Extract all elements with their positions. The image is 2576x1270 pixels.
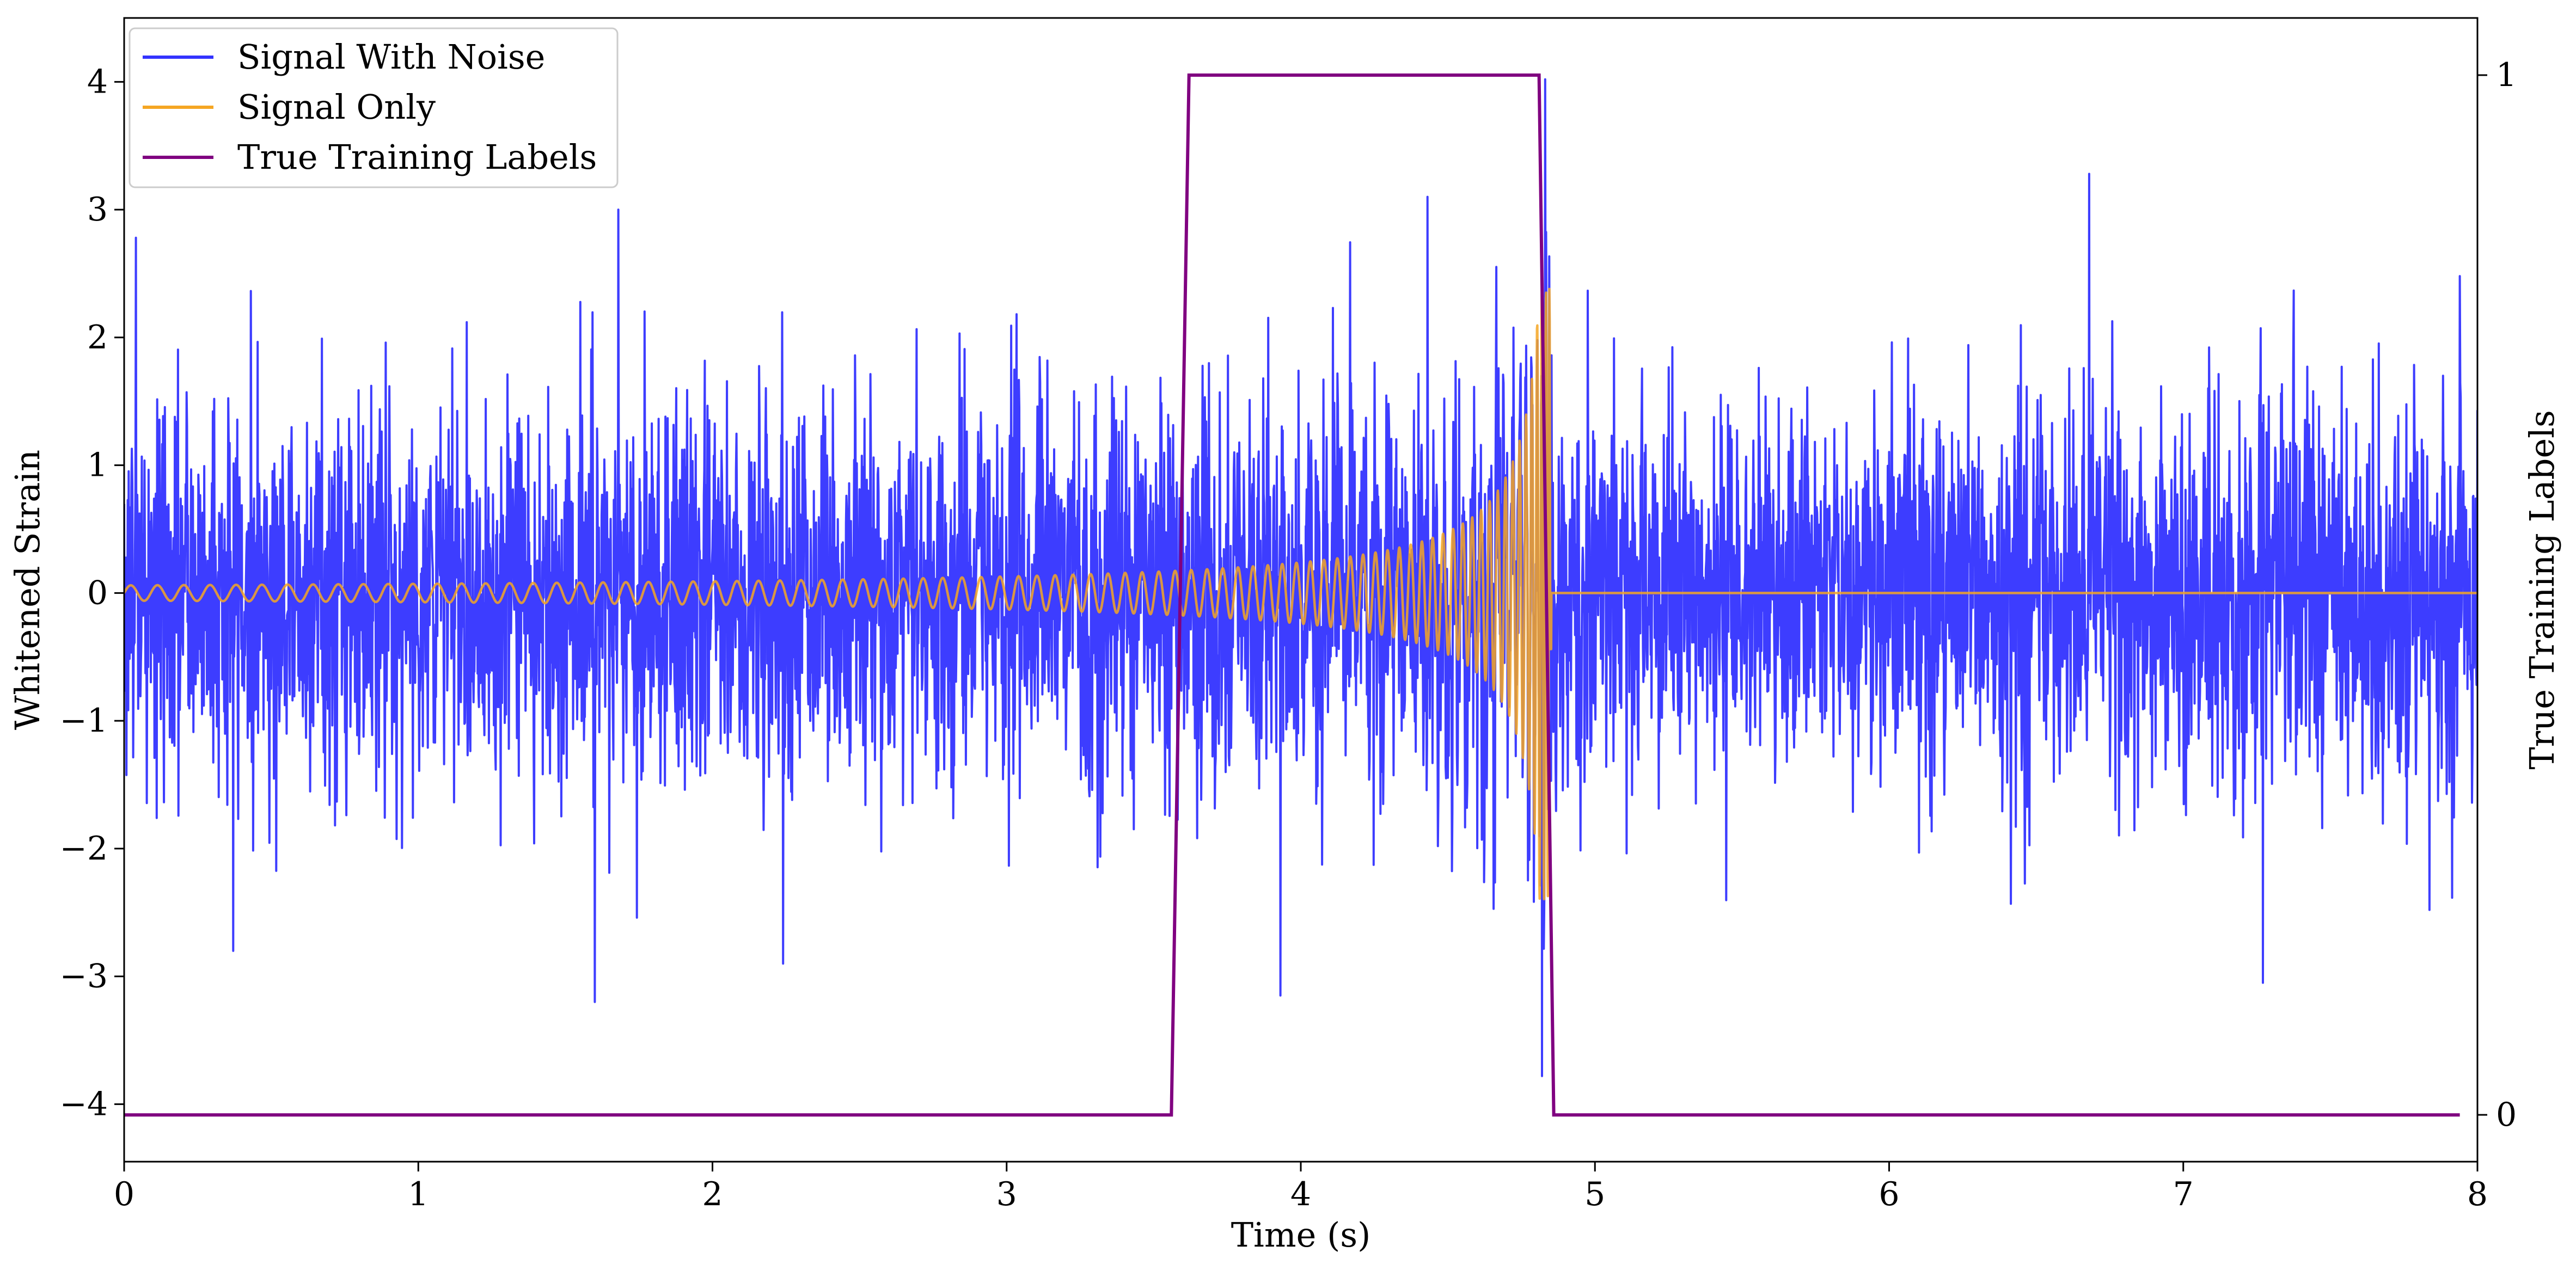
legend: Signal With Noise Signal Only True Trainin… [129,27,619,188]
legend-label: Signal Only [237,87,436,127]
y-tick-label: −1 [60,702,108,740]
series-line-signal-with-noise [124,78,2477,1077]
axes: 0 1 2 3 4 5 6 7 8 4 3 2 1 0 −1 −2 −3 −4 0 1 [60,56,2517,1213]
series-line-signal-only [124,287,2477,900]
y-tick-label: 2 [87,318,108,357]
x-tick-label: 1 [408,1175,429,1213]
legend-box [129,27,619,188]
y2-tick-label: 1 [2496,56,2517,94]
x-tick-label: 5 [1584,1175,1605,1213]
y-tick-label: 4 [87,63,108,101]
y-tick-label: −3 [60,958,108,996]
legend-label: Signal With Noise [237,37,545,77]
y-tick-label: 1 [87,446,108,484]
y-tick-label: 0 [87,574,108,612]
x-axis-label: Time (s) [1231,1215,1371,1255]
x-tick-label: 2 [702,1175,723,1213]
y-tick-label: −2 [60,830,108,868]
x-tick-label: 6 [1879,1175,1899,1213]
legend-label: True Training Labels [237,137,597,177]
plot-area [124,73,2477,1117]
series-line-true-training-labels [124,73,2460,1117]
x-tick-label: 0 [114,1175,134,1213]
y-tick-label: −4 [60,1085,108,1123]
y2-axis-label: True Training Labels [2522,410,2562,769]
y-tick-label: 3 [87,191,108,229]
x-tick-label: 8 [2467,1175,2488,1213]
x-tick-label: 3 [996,1175,1017,1213]
y2-tick-label: 0 [2496,1096,2517,1134]
y-axis-label: Whitened Strain [8,450,47,730]
x-tick-label: 4 [1290,1175,1311,1213]
x-tick-label: 7 [2173,1175,2194,1213]
